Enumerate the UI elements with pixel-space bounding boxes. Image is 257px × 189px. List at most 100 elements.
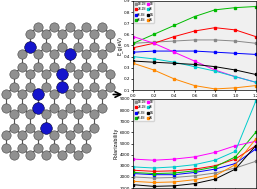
Line: 1B-1N: 1B-1N — [132, 39, 257, 45]
1B-1N — [152, 41, 155, 43]
Point — [108, 32, 112, 35]
Point — [60, 86, 64, 89]
Point — [36, 146, 40, 149]
1N — [152, 61, 155, 63]
Point — [92, 113, 96, 116]
2B — [132, 166, 135, 168]
4B-4N — [173, 172, 176, 174]
Line: 1N: 1N — [132, 144, 257, 188]
2B-2N — [234, 29, 237, 31]
3B-3N — [132, 172, 135, 175]
Point — [68, 133, 72, 136]
Line: 3B-3N: 3B-3N — [132, 148, 257, 176]
1N — [173, 185, 176, 187]
Point — [44, 113, 48, 116]
Point — [44, 153, 48, 156]
Point — [20, 93, 24, 96]
2B — [254, 81, 257, 83]
2B — [152, 58, 155, 60]
Point — [52, 106, 56, 109]
1N — [173, 62, 176, 64]
2B-2N — [132, 169, 135, 171]
Point — [60, 113, 64, 116]
1B — [213, 69, 216, 71]
Legend: 1B-1N, 2B-2N, 3B-3N, 4B-4N, 1B, 2B, 1N, 2N: 1B-1N, 2B-2N, 3B-3N, 4B-4N, 1B, 2B, 1N, … — [134, 2, 154, 23]
Point — [44, 72, 48, 75]
2B-2N — [213, 165, 216, 167]
Line: 2B: 2B — [132, 55, 257, 84]
2N — [254, 138, 257, 140]
2N — [173, 78, 176, 80]
1B-1N — [132, 176, 135, 178]
Point — [76, 113, 80, 116]
Point — [84, 52, 88, 55]
1B — [173, 51, 176, 53]
Point — [28, 153, 32, 156]
1N — [193, 63, 196, 66]
Point — [84, 93, 88, 96]
4B-4N — [132, 171, 135, 174]
1B-1N — [254, 160, 257, 163]
Point — [84, 146, 88, 149]
4B-4N — [254, 131, 257, 133]
3B-3N — [173, 174, 176, 176]
1B-1N — [152, 177, 155, 179]
Line: 4B-4N: 4B-4N — [132, 131, 257, 175]
Point — [52, 133, 56, 136]
Point — [52, 52, 56, 55]
3B-3N — [193, 171, 196, 174]
Line: 2B-2N: 2B-2N — [132, 144, 257, 173]
2B-2N — [173, 170, 176, 172]
Point — [68, 25, 72, 28]
Point — [100, 25, 104, 28]
2B — [234, 150, 237, 153]
Point — [92, 32, 96, 35]
Point — [4, 146, 8, 149]
Point — [52, 93, 56, 96]
1N — [213, 66, 216, 68]
Point — [20, 52, 24, 55]
2N — [193, 179, 196, 181]
2N — [234, 87, 237, 89]
1B — [254, 81, 257, 83]
Point — [36, 25, 40, 28]
Point — [108, 86, 112, 89]
1B — [234, 76, 237, 78]
Point — [92, 86, 96, 89]
Point — [68, 106, 72, 109]
1B — [173, 158, 176, 160]
1B — [152, 159, 155, 161]
Line: 2N: 2N — [132, 138, 257, 184]
4B-4N — [234, 6, 237, 9]
Point — [100, 106, 104, 109]
X-axis label: Electric Field (a.V./Å): Electric Field (a.V./Å) — [170, 99, 219, 105]
4B-4N — [132, 42, 135, 44]
2B-2N — [254, 145, 257, 147]
1B-1N — [254, 42, 257, 44]
2N — [254, 84, 257, 87]
Line: 2N: 2N — [132, 62, 257, 90]
2B-2N — [173, 36, 176, 38]
4B-4N — [213, 166, 216, 168]
Point — [28, 113, 32, 116]
4B-4N — [234, 156, 237, 158]
1B-1N — [193, 39, 196, 41]
Point — [28, 46, 32, 49]
1B-1N — [173, 40, 176, 42]
Point — [36, 93, 40, 96]
1N — [213, 178, 216, 180]
4B-4N — [193, 170, 196, 172]
Point — [92, 46, 96, 49]
1B-1N — [173, 176, 176, 179]
Y-axis label: Polarizability: Polarizability — [113, 128, 118, 159]
2B-2N — [132, 47, 135, 49]
3B-3N — [132, 51, 135, 53]
1B-1N — [132, 42, 135, 44]
2B — [132, 56, 135, 58]
Point — [52, 146, 56, 149]
Point — [108, 46, 112, 49]
Line: 1B: 1B — [132, 35, 257, 84]
Line: 2B-2N: 2B-2N — [132, 26, 257, 49]
Point — [36, 106, 40, 109]
Line: 1B: 1B — [132, 140, 257, 161]
